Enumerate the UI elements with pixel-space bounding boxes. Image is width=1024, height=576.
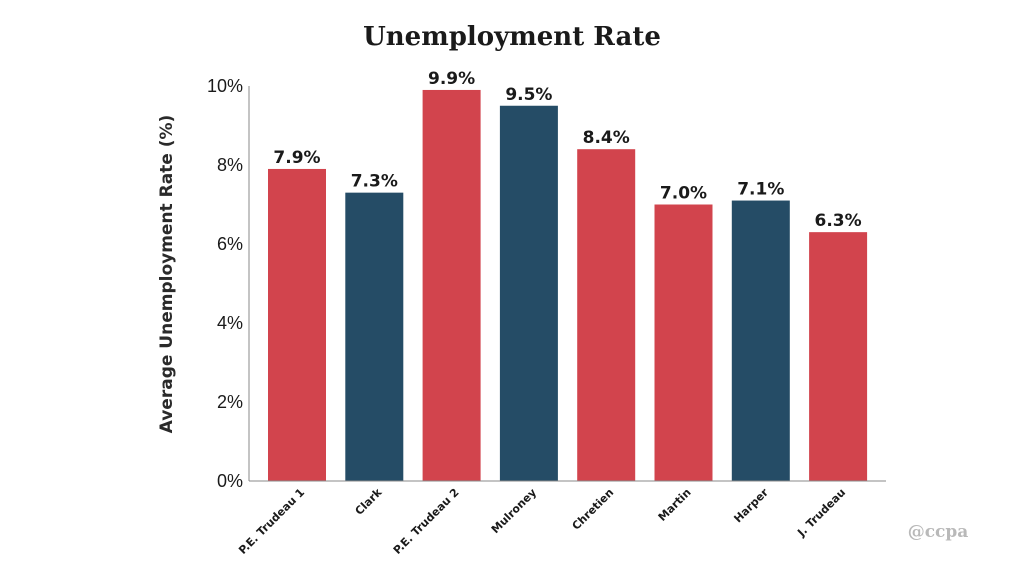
- data-label: 7.3%: [351, 172, 398, 192]
- data-label: 7.9%: [273, 148, 320, 168]
- data-labels: 7.9% 7.3% 9.9% 9.5% 8.4% 7.0% 7.1% 6.3%: [273, 69, 861, 231]
- bar: [345, 192, 404, 481]
- x-tick-label: Chretien: [570, 486, 617, 533]
- data-label: 9.5%: [505, 85, 552, 105]
- bar: [268, 168, 326, 481]
- x-tick-label: Mulroney: [489, 486, 539, 536]
- data-label: 7.1%: [737, 180, 784, 200]
- y-axis-ticks: 0% 2% 4% 6% 8% 10%: [207, 76, 243, 491]
- y-tick-label: 2%: [217, 392, 243, 412]
- bar: [654, 204, 713, 481]
- bar: [577, 149, 636, 481]
- x-tick-label: J. Trudeau: [794, 486, 848, 540]
- x-axis-ticks: P.E. Trudeau 1 Clark P.E. Trudeau 2 Mulrone…: [236, 485, 848, 556]
- bar: [809, 232, 868, 481]
- watermark: @ccpa: [908, 522, 969, 542]
- chart-title: Unemployment Rate: [363, 22, 661, 52]
- bars: [268, 89, 868, 482]
- y-tick-label: 0%: [217, 471, 243, 491]
- data-label: 8.4%: [583, 128, 630, 148]
- y-tick-label: 10%: [207, 76, 243, 96]
- bar: [499, 105, 558, 481]
- y-tick-label: 6%: [217, 234, 243, 254]
- bar: [731, 200, 790, 482]
- x-tick-label: P.E. Trudeau 2: [391, 486, 462, 557]
- x-tick-label: P.E. Trudeau 1: [236, 486, 307, 557]
- y-axis-label: Average Unemployment Rate (%): [157, 115, 177, 434]
- x-tick-label: Clark: [353, 485, 385, 517]
- y-tick-label: 8%: [217, 155, 243, 175]
- y-tick-label: 4%: [217, 313, 243, 333]
- bar: [422, 89, 481, 481]
- data-label: 9.9%: [428, 69, 475, 89]
- data-label: 7.0%: [660, 184, 707, 204]
- data-label: 6.3%: [815, 211, 862, 231]
- x-tick-label: Harper: [731, 486, 771, 526]
- x-tick-label: Martin: [656, 486, 694, 524]
